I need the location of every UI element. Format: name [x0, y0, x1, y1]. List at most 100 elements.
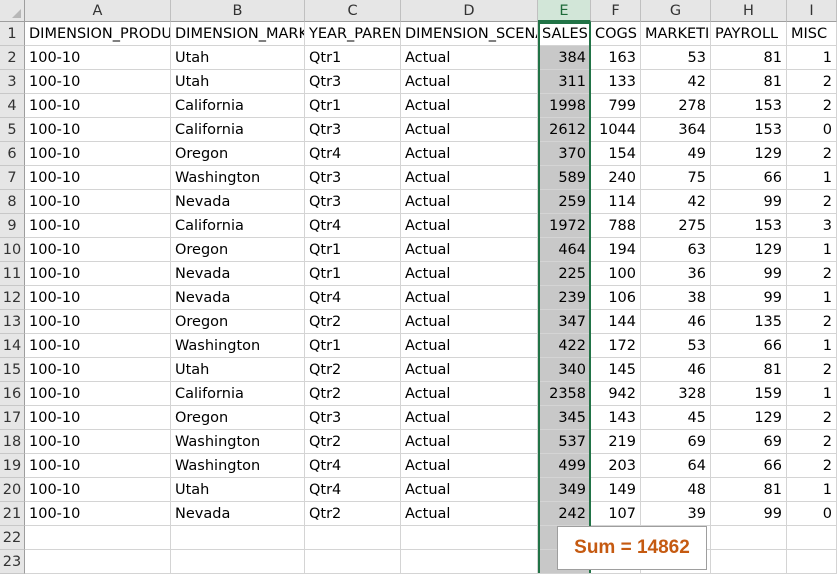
cell-h7[interactable]: 66: [711, 166, 787, 190]
cell-b11[interactable]: Nevada: [171, 262, 305, 286]
cell-h9[interactable]: 153: [711, 214, 787, 238]
cell-b18[interactable]: Washington: [171, 430, 305, 454]
cell-a1[interactable]: DIMENSION_PRODUCT: [25, 22, 171, 46]
cell-g12[interactable]: 38: [641, 286, 711, 310]
cell-a9[interactable]: 100-10: [25, 214, 171, 238]
cell-b3[interactable]: Utah: [171, 70, 305, 94]
cell-i21[interactable]: 0: [787, 502, 837, 526]
cell-b20[interactable]: Utah: [171, 478, 305, 502]
cell-d17[interactable]: Actual: [401, 406, 538, 430]
cell-g15[interactable]: 46: [641, 358, 711, 382]
cell-i22[interactable]: [787, 526, 837, 550]
row-header-12[interactable]: 12: [0, 286, 25, 310]
column-header-b[interactable]: B: [171, 0, 305, 22]
cell-e5[interactable]: 2612: [538, 118, 591, 142]
cell-f16[interactable]: 942: [591, 382, 641, 406]
cell-b22[interactable]: [171, 526, 305, 550]
cell-c17[interactable]: Qtr3: [305, 406, 401, 430]
cell-d10[interactable]: Actual: [401, 238, 538, 262]
row-header-8[interactable]: 8: [0, 190, 25, 214]
cell-e7[interactable]: 589: [538, 166, 591, 190]
cell-e3[interactable]: 311: [538, 70, 591, 94]
cell-f4[interactable]: 799: [591, 94, 641, 118]
cell-i10[interactable]: 1: [787, 238, 837, 262]
cell-a12[interactable]: 100-10: [25, 286, 171, 310]
cell-h22[interactable]: [711, 526, 787, 550]
row-header-16[interactable]: 16: [0, 382, 25, 406]
cell-i7[interactable]: 1: [787, 166, 837, 190]
column-header-h[interactable]: H: [711, 0, 787, 22]
cell-f11[interactable]: 100: [591, 262, 641, 286]
cell-f6[interactable]: 154: [591, 142, 641, 166]
cell-e13[interactable]: 347: [538, 310, 591, 334]
row-header-17[interactable]: 17: [0, 406, 25, 430]
cell-g2[interactable]: 53: [641, 46, 711, 70]
cell-f2[interactable]: 163: [591, 46, 641, 70]
row-header-11[interactable]: 11: [0, 262, 25, 286]
cell-h17[interactable]: 129: [711, 406, 787, 430]
cell-c21[interactable]: Qtr2: [305, 502, 401, 526]
cell-e4[interactable]: 1998: [538, 94, 591, 118]
cell-i1[interactable]: MISC: [787, 22, 837, 46]
cell-f19[interactable]: 203: [591, 454, 641, 478]
cell-c22[interactable]: [305, 526, 401, 550]
cell-d20[interactable]: Actual: [401, 478, 538, 502]
row-header-10[interactable]: 10: [0, 238, 25, 262]
cell-a20[interactable]: 100-10: [25, 478, 171, 502]
select-all-corner[interactable]: [0, 0, 25, 22]
cell-i4[interactable]: 2: [787, 94, 837, 118]
cell-c11[interactable]: Qtr1: [305, 262, 401, 286]
cell-i2[interactable]: 1: [787, 46, 837, 70]
row-header-2[interactable]: 2: [0, 46, 25, 70]
cell-g6[interactable]: 49: [641, 142, 711, 166]
cell-h2[interactable]: 81: [711, 46, 787, 70]
cell-h6[interactable]: 129: [711, 142, 787, 166]
cell-g5[interactable]: 364: [641, 118, 711, 142]
cell-g13[interactable]: 46: [641, 310, 711, 334]
cell-f8[interactable]: 114: [591, 190, 641, 214]
cell-c5[interactable]: Qtr3: [305, 118, 401, 142]
cell-g8[interactable]: 42: [641, 190, 711, 214]
cell-h23[interactable]: [711, 550, 787, 574]
row-header-19[interactable]: 19: [0, 454, 25, 478]
cell-c1[interactable]: YEAR_PARENTS: [305, 22, 401, 46]
cell-b10[interactable]: Oregon: [171, 238, 305, 262]
cell-a17[interactable]: 100-10: [25, 406, 171, 430]
cell-c14[interactable]: Qtr1: [305, 334, 401, 358]
cell-d9[interactable]: Actual: [401, 214, 538, 238]
cell-d18[interactable]: Actual: [401, 430, 538, 454]
cell-i6[interactable]: 2: [787, 142, 837, 166]
cell-f18[interactable]: 219: [591, 430, 641, 454]
row-header-6[interactable]: 6: [0, 142, 25, 166]
cell-i19[interactable]: 2: [787, 454, 837, 478]
cell-f7[interactable]: 240: [591, 166, 641, 190]
cell-i9[interactable]: 3: [787, 214, 837, 238]
cell-b6[interactable]: Oregon: [171, 142, 305, 166]
cell-a10[interactable]: 100-10: [25, 238, 171, 262]
cell-g9[interactable]: 275: [641, 214, 711, 238]
cell-i18[interactable]: 2: [787, 430, 837, 454]
cell-a18[interactable]: 100-10: [25, 430, 171, 454]
cell-e9[interactable]: 1972: [538, 214, 591, 238]
cell-b13[interactable]: Oregon: [171, 310, 305, 334]
cell-a16[interactable]: 100-10: [25, 382, 171, 406]
cell-d15[interactable]: Actual: [401, 358, 538, 382]
row-header-5[interactable]: 5: [0, 118, 25, 142]
cell-h16[interactable]: 159: [711, 382, 787, 406]
cell-d23[interactable]: [401, 550, 538, 574]
cell-i17[interactable]: 2: [787, 406, 837, 430]
cell-b21[interactable]: Nevada: [171, 502, 305, 526]
cell-i8[interactable]: 2: [787, 190, 837, 214]
cell-b8[interactable]: Nevada: [171, 190, 305, 214]
cell-e20[interactable]: 349: [538, 478, 591, 502]
column-header-c[interactable]: C: [305, 0, 401, 22]
cell-c4[interactable]: Qtr1: [305, 94, 401, 118]
cell-b9[interactable]: California: [171, 214, 305, 238]
cell-i14[interactable]: 1: [787, 334, 837, 358]
cell-d19[interactable]: Actual: [401, 454, 538, 478]
row-header-4[interactable]: 4: [0, 94, 25, 118]
row-header-1[interactable]: 1: [0, 22, 25, 46]
cell-e17[interactable]: 345: [538, 406, 591, 430]
cell-i13[interactable]: 2: [787, 310, 837, 334]
cell-d5[interactable]: Actual: [401, 118, 538, 142]
